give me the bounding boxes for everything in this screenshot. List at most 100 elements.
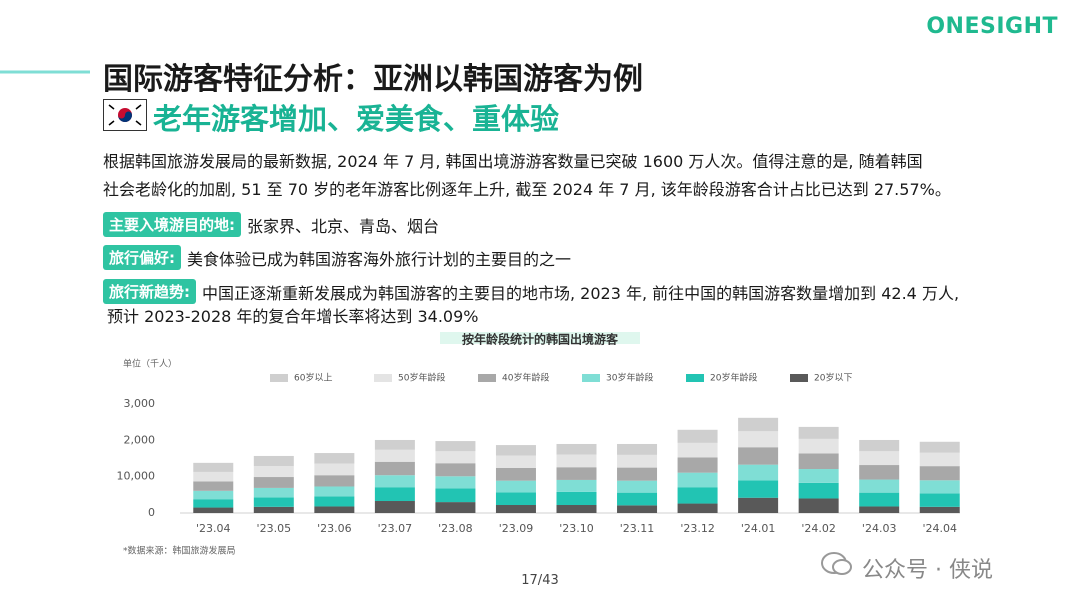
bar-segment [677, 503, 718, 513]
bar-segment [435, 463, 476, 477]
bar-segment [919, 466, 960, 481]
bar-segment [798, 469, 839, 483]
bar-segment [253, 506, 294, 513]
bar-segment [495, 492, 536, 506]
bar-segment [738, 417, 779, 432]
bar-segment [798, 453, 839, 470]
y-tick-label: 3,000 [124, 397, 156, 410]
x-tick-label: '23.08 [438, 522, 473, 535]
bar-segment [495, 455, 536, 468]
x-tick-label: '23.09 [499, 522, 534, 535]
bar-segment [798, 426, 839, 439]
bar-segment [435, 476, 476, 489]
bar-segment [495, 445, 536, 456]
bar-segment [859, 451, 900, 466]
bar-segment [798, 482, 839, 499]
item-text: 预计 2023-2028 年的复合年增长率将达到 34.09% [107, 307, 479, 326]
bar-segment [253, 477, 294, 488]
bar-segment [617, 454, 658, 468]
bar-segment [314, 475, 355, 487]
x-tick-label: '23.07 [378, 522, 413, 535]
title-highlight [440, 332, 640, 344]
legend-swatch [270, 374, 288, 382]
item-label: 旅行偏好: [103, 245, 181, 270]
item-text: 张家界、北京、青岛、烟台 [247, 217, 440, 236]
bar-segment [314, 463, 355, 476]
bar-segment [919, 452, 960, 467]
x-tick-label: '23.05 [257, 522, 292, 535]
legend-label: 20岁年龄段 [710, 372, 757, 384]
item-label: 主要入境游目的地: [103, 212, 241, 237]
bar-segment [919, 480, 960, 494]
bar-segment [556, 479, 597, 492]
legend-swatch [374, 374, 392, 382]
source: *数据来源：韩国旅游发展局 [123, 545, 236, 557]
x-tick-label: '24.04 [922, 522, 957, 535]
bar-segment [617, 443, 658, 455]
legend-swatch [790, 374, 808, 382]
bar-segment [919, 493, 960, 507]
bar-segment [374, 461, 415, 476]
bar-segment [193, 507, 234, 513]
item-text: 美食体验已成为韩国游客海外旅行计划的主要目的之一 [187, 250, 572, 269]
bar-segment [677, 442, 718, 458]
bar-segment [314, 486, 355, 497]
bar-segment [435, 451, 476, 464]
bar-segment [859, 439, 900, 452]
subtitle: 老年游客增加、爱美食、重体验 [153, 102, 560, 136]
item-label: 旅行新趋势: [103, 279, 196, 304]
logo: ONESIGHT [926, 14, 1058, 39]
bar-segment [556, 491, 597, 506]
bar-segment [193, 490, 234, 500]
chart-title: 按年龄段统计的韩国出境游客 [462, 332, 619, 347]
chart: 按年龄段统计的韩国出境游客 单位（千人） *数据来源：韩国旅游发展局 0 10,0… [117, 332, 960, 557]
bar-segment [798, 498, 839, 513]
bar-segment [556, 454, 597, 468]
bar-segment [314, 506, 355, 513]
bar-segment [495, 505, 536, 513]
bar-segment [435, 441, 476, 452]
bar-segment [314, 496, 355, 507]
bar-segment [859, 479, 900, 493]
bar-segment [193, 462, 234, 472]
title: 国际游客特征分析：亚洲以韩国游客为例 [103, 62, 643, 97]
title-accent [0, 70, 90, 74]
bar-segment [677, 487, 718, 504]
x-tick-label: '23.06 [317, 522, 352, 535]
wechat-icon [821, 552, 852, 575]
bar-segment [314, 453, 355, 464]
x-tick-label: '23.10 [559, 522, 594, 535]
bar-segment [798, 438, 839, 454]
bar-segment [495, 467, 536, 481]
bar-segment [374, 449, 415, 462]
y-tick-label: 10,000 [117, 470, 156, 483]
bar-segment [253, 466, 294, 478]
paragraph-line: 根据韩国旅游发展局的最新数据, 2024 年 7 月, 韩国出境游游客数量已突破… [103, 152, 923, 171]
bar-segment [677, 472, 718, 488]
item-text: 中国正逐渐重新发展成为韩国游客的主要目的地市场, 2023 年, 前往中国的韩国… [202, 284, 960, 303]
bar-segment [495, 480, 536, 493]
bar-segment [738, 497, 779, 513]
legend-swatch [686, 374, 704, 382]
legend-label: 50岁年龄段 [398, 372, 445, 384]
bar-segment [677, 457, 718, 473]
legend-swatch [582, 374, 600, 382]
watermark-text: 公众号 · 侠说 [862, 558, 993, 583]
bar-segment [859, 465, 900, 480]
y-axis-label: 单位（千人） [123, 358, 177, 370]
y-tick-label: 0 [148, 506, 155, 519]
y-tick-label: 2,000 [124, 433, 156, 446]
legend-swatch [478, 374, 496, 382]
legend-label: 40岁年龄段 [502, 372, 549, 384]
bar-segment [677, 429, 718, 443]
bar-segment [193, 481, 234, 491]
bar-segment [374, 475, 415, 488]
bar-segment [859, 506, 900, 513]
legend-label: 30岁年龄段 [606, 372, 653, 384]
bar-segment [738, 447, 779, 465]
bar-segment [738, 431, 779, 448]
x-tick-label: '23.04 [196, 522, 231, 535]
legend-label: 60岁以上 [294, 372, 332, 384]
bar-segment [556, 443, 597, 455]
